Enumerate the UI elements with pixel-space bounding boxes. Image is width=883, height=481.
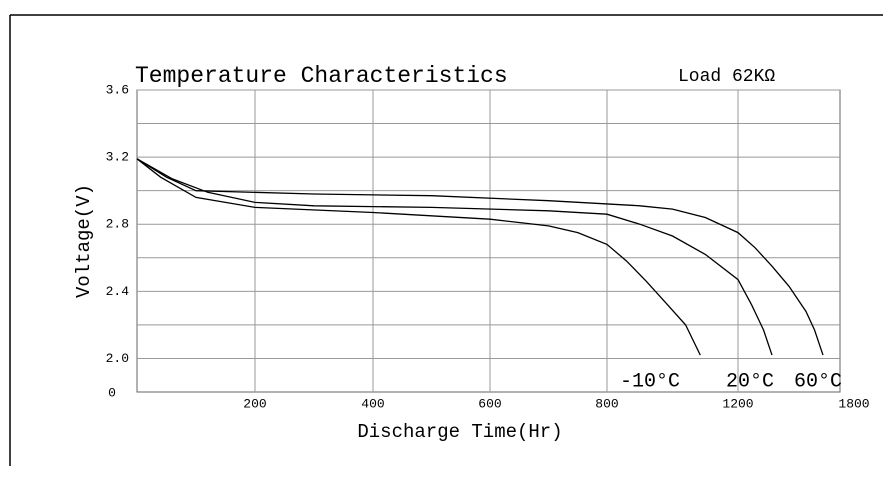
x-tick-label: 400 [361,396,384,411]
y-tick-label: 3.2 [106,150,129,165]
series-label: 60°C [794,370,842,393]
x-tick-label: 200 [243,396,266,411]
x-tick-label: 800 [595,396,618,411]
y-axis-label: Voltage(V) [73,184,95,298]
y-tick-label: 2.4 [106,284,130,299]
chart-title: Temperature Characteristics [135,63,508,89]
x-tick-label: 1800 [838,396,869,411]
chart-subtitle: Load 62KΩ [678,67,775,87]
origin-label: 0 [108,385,116,400]
y-tick-label: 2.8 [106,217,129,232]
x-tick-label: 600 [478,396,501,411]
y-tick-label: 3.6 [106,82,129,97]
series-line [136,158,824,356]
plot-area [136,89,841,393]
x-axis-label: Discharge Time(Hr) [357,421,562,443]
series-label: 20°C [726,370,774,393]
x-tick-label: 1200 [722,396,753,411]
y-tick-label: 2.0 [106,351,129,366]
series-line [136,158,773,356]
series-label: -10°C [620,370,680,393]
series-line [136,158,701,356]
